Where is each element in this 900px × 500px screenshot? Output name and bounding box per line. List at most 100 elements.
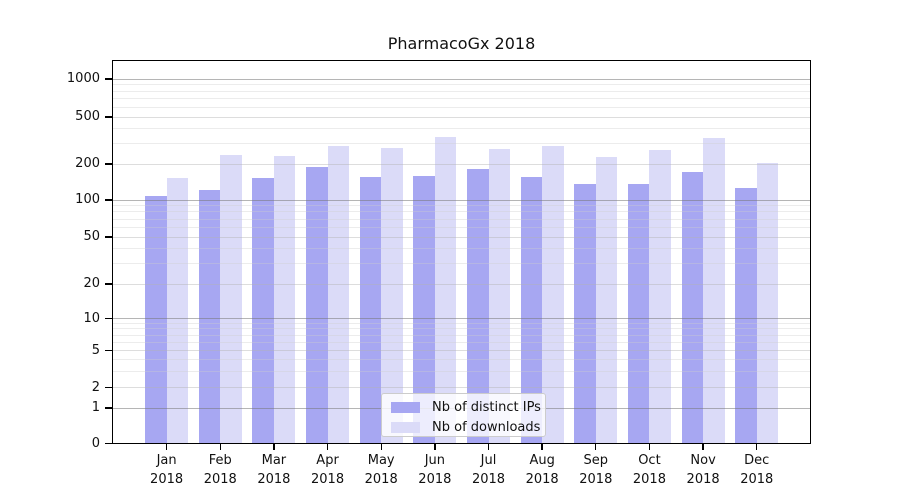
y-tick-0 bbox=[105, 442, 112, 445]
x-tick-year: 2018 bbox=[525, 472, 559, 487]
x-tick-month: Jun bbox=[424, 453, 445, 468]
x-tick-month: May bbox=[367, 453, 395, 468]
x-tick-month: Nov bbox=[690, 453, 716, 468]
gridline-9 bbox=[113, 322, 810, 324]
y-tick-10 bbox=[105, 317, 112, 320]
gridline-800 bbox=[113, 90, 810, 92]
y-tick-100 bbox=[105, 199, 112, 201]
gridline-4 bbox=[113, 359, 810, 361]
legend-item-nb-of-downloads: Nb of downloads bbox=[391, 419, 545, 436]
x-tick-label-oct: Oct 2018 bbox=[621, 451, 677, 489]
y-tick-label-5: 5 bbox=[91, 342, 100, 358]
x-tick-label-jun: Jun 2018 bbox=[407, 451, 463, 489]
gridline-300 bbox=[113, 142, 810, 144]
bar-nb-of-downloads-jun bbox=[434, 137, 457, 444]
y-tick-label-0: 0 bbox=[91, 435, 100, 451]
x-tick-month: Apr bbox=[316, 453, 339, 468]
bar-nb-of-distinct-ips-jan bbox=[145, 196, 167, 444]
gridline-80 bbox=[113, 211, 810, 213]
legend-label: Nb of downloads bbox=[432, 420, 541, 435]
x-tick-label-feb: Feb 2018 bbox=[192, 451, 248, 489]
x-tick-apr bbox=[326, 444, 329, 450]
legend-item-nb-of-distinct-ips: Nb of distinct IPs bbox=[391, 399, 545, 416]
y-tick-label-100: 100 bbox=[75, 192, 100, 207]
y-tick-label-1: 1 bbox=[91, 400, 100, 415]
legend-label: Nb of distinct IPs bbox=[432, 400, 541, 415]
x-tick-month: Aug bbox=[529, 453, 555, 468]
gridline-90 bbox=[113, 205, 810, 207]
y-tick-label-200: 200 bbox=[75, 156, 100, 171]
bar-nb-of-downloads-nov bbox=[703, 137, 725, 444]
legend: Nb of distinct IPs Nb of downloads bbox=[381, 393, 546, 437]
y-tick-label-1000: 1000 bbox=[66, 71, 100, 86]
bar-nb-of-downloads-dec bbox=[756, 162, 779, 444]
legend-swatch-nb-of-downloads bbox=[391, 422, 420, 433]
y-tick-label-10: 10 bbox=[83, 310, 100, 326]
bar-nb-of-downloads-mar bbox=[273, 155, 296, 444]
x-tick-label-nov: Nov 2018 bbox=[675, 451, 731, 489]
x-tick-year: 2018 bbox=[203, 472, 237, 487]
x-tick-year: 2018 bbox=[311, 472, 345, 487]
y-tick-label-20: 20 bbox=[83, 276, 100, 291]
bar-nb-of-distinct-ips-sep bbox=[574, 184, 596, 444]
x-tick-label-aug: Aug 2018 bbox=[514, 451, 570, 489]
y-tick-label-50: 50 bbox=[83, 229, 100, 244]
x-tick-may bbox=[380, 444, 382, 450]
x-tick-feb bbox=[219, 444, 221, 450]
x-tick-jul bbox=[487, 444, 490, 450]
y-tick-label-2: 2 bbox=[91, 379, 100, 395]
x-tick-year: 2018 bbox=[257, 472, 291, 487]
gridline-500 bbox=[113, 116, 810, 118]
gridline-1000 bbox=[113, 78, 810, 80]
bar-nb-of-distinct-ips-oct bbox=[627, 184, 650, 444]
y-tick-20 bbox=[105, 283, 112, 285]
x-tick-year: 2018 bbox=[471, 472, 506, 487]
x-tick-month: Jul bbox=[480, 453, 497, 468]
gridline-700 bbox=[113, 98, 810, 100]
x-tick-month: Dec bbox=[744, 453, 770, 468]
x-tick-jan bbox=[165, 444, 168, 450]
y-tick-50 bbox=[105, 236, 112, 238]
y-tick-1 bbox=[105, 407, 112, 409]
bar-nb-of-downloads-oct bbox=[649, 149, 671, 444]
gridline-6 bbox=[113, 341, 810, 343]
bar-nb-of-distinct-ips-apr bbox=[306, 166, 328, 444]
gridline-100 bbox=[113, 199, 810, 201]
x-tick-label-jan: Jan 2018 bbox=[139, 451, 195, 489]
x-tick-aug bbox=[541, 444, 543, 450]
gridline-30 bbox=[113, 262, 810, 264]
x-tick-month: Sep bbox=[583, 453, 609, 468]
gridline-200 bbox=[113, 163, 810, 165]
y-tick-500 bbox=[105, 116, 112, 118]
gridline-20 bbox=[113, 283, 810, 285]
x-tick-label-dec: Dec 2018 bbox=[729, 451, 785, 489]
gridline-900 bbox=[113, 84, 810, 86]
gridline-400 bbox=[113, 127, 810, 129]
bar-nb-of-distinct-ips-nov bbox=[681, 172, 704, 444]
y-tick-5 bbox=[105, 350, 112, 352]
gridline-7 bbox=[113, 334, 810, 336]
bar-nb-of-distinct-ips-feb bbox=[198, 189, 221, 444]
bar-nb-of-downloads-may bbox=[381, 148, 403, 444]
bar-nb-of-distinct-ips-aug bbox=[520, 176, 543, 444]
x-tick-oct bbox=[648, 444, 651, 450]
gridline-50 bbox=[113, 236, 810, 238]
x-tick-label-mar: Mar 2018 bbox=[246, 451, 302, 489]
x-tick-year: 2018 bbox=[579, 472, 613, 487]
gridline-600 bbox=[113, 106, 810, 108]
x-tick-label-jul: Jul 2018 bbox=[461, 451, 517, 489]
x-tick-jun bbox=[434, 444, 436, 450]
chart-title: PharmacoGx 2018 bbox=[387, 34, 536, 53]
bar-nb-of-downloads-jul bbox=[488, 148, 510, 444]
y-tick-2 bbox=[105, 387, 112, 389]
bar-nb-of-distinct-ips-may bbox=[359, 176, 382, 444]
y-tick-1000 bbox=[105, 78, 112, 80]
x-tick-month: Feb bbox=[208, 453, 232, 468]
x-tick-label-sep: Sep 2018 bbox=[568, 451, 624, 489]
bar-nb-of-downloads-sep bbox=[595, 157, 618, 444]
y-tick-label-500: 500 bbox=[75, 109, 100, 124]
legend-swatch-nb-of-distinct-ips bbox=[391, 402, 420, 413]
y-tick-200 bbox=[105, 163, 112, 165]
x-tick-year: 2018 bbox=[686, 472, 720, 487]
